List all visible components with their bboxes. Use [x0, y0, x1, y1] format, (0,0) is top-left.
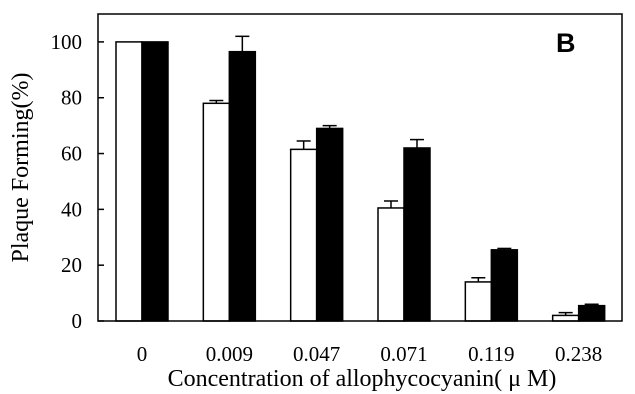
x-axis-title: Concentration of allophycocyanin( μ M): [168, 366, 557, 392]
bar-series2-5: [577, 304, 606, 322]
y-tick-label: 60: [61, 142, 82, 166]
error-bar-series2-2: [322, 124, 337, 129]
y-tick-label: 80: [61, 86, 82, 110]
panel-label: B: [556, 28, 576, 58]
bar-series2-3: [403, 147, 431, 322]
error-bar-series2-5: [584, 303, 599, 306]
y-axis: 0 20 40 60 80 100: [51, 30, 104, 333]
y-tick-label: 40: [61, 197, 82, 221]
x-tick-label: 0.071: [380, 342, 427, 366]
error-bars-layer: [209, 35, 599, 316]
y-tick-label: 100: [51, 30, 83, 54]
bar-series2-4: [490, 249, 519, 322]
plot-frame: [97, 13, 623, 322]
x-tick-label: 0.009: [206, 342, 253, 366]
error-bar-series1-5: [558, 311, 573, 316]
error-bar-series2-4: [497, 247, 512, 250]
bar-series1-5: [551, 314, 580, 322]
x-tick-label: 0: [137, 342, 148, 366]
bar-series1-0: [115, 41, 143, 322]
y-tick-label: 20: [61, 253, 82, 277]
bar-series1-4: [464, 281, 493, 322]
error-bar-series1-3: [384, 200, 398, 208]
x-tick-label: 0.047: [293, 342, 340, 366]
y-axis-title: Plaque Forming(%): [8, 73, 34, 263]
error-bar-series2-3: [410, 138, 424, 148]
error-bar-series2-1: [235, 35, 250, 52]
error-bar-series1-4: [471, 276, 486, 282]
bar-series1-2: [289, 148, 318, 322]
x-axis: 0 0.009 0.047 0.071 0.119 0.238: [137, 342, 603, 366]
x-tick-label: 0.238: [555, 342, 602, 366]
x-tick-label: 0.119: [468, 342, 514, 366]
bar-series2-2: [315, 127, 344, 322]
error-bar-series1-1: [209, 99, 224, 104]
y-tick-label: 0: [72, 309, 83, 333]
bar-series1-1: [202, 102, 231, 322]
error-bar-series1-2: [296, 140, 311, 150]
bars-layer: [115, 41, 606, 322]
bar-series1-3: [377, 207, 405, 322]
bar-series2-0: [141, 41, 169, 322]
bar-series2-1: [228, 50, 257, 322]
